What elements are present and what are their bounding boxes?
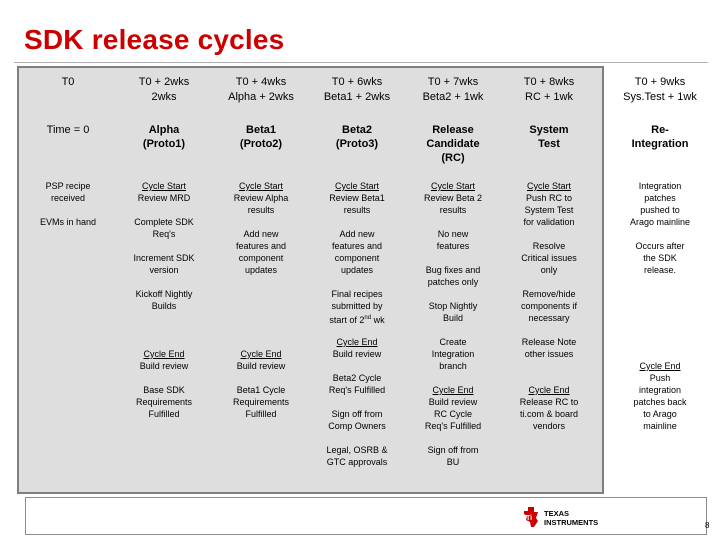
col-header-5: T0 + 8wks RC + 1wk	[523, 76, 575, 103]
page-number: 8	[705, 521, 710, 530]
svg-text:INSTRUMENTS: INSTRUMENTS	[544, 518, 598, 527]
note-kickoff-nightly-builds: Kickoff Nightly Builds	[135, 289, 193, 311]
note-resolve-critical: Resolve Critical issues only	[521, 241, 577, 275]
note-alpha-cycle-start: Cycle Start Review MRD	[137, 181, 191, 203]
note-complete-sdk-reqs: Complete SDK Req's	[134, 217, 194, 239]
note-create-integration-branch: Create Integration branch	[431, 337, 475, 371]
note-no-new-features: No new features	[436, 229, 470, 251]
texas-instruments-logo: Ti TEXAS INSTRUMENTS	[522, 505, 614, 529]
note-signoff-comp-owners: Sign off from Comp Owners	[328, 409, 386, 431]
col-header-0: T0	[61, 76, 75, 88]
note-release-note: Release Note other issues	[521, 337, 577, 359]
ti-logo-icon: Ti TEXAS INSTRUMENTS	[524, 507, 598, 527]
note-rc-cycle-end: Cycle End Build review RC Cycle Req's Fulfi…	[424, 385, 482, 431]
note-rc-cycle-start: Cycle Start Review Beta 2 results	[423, 181, 483, 215]
note-beta1-requirements: Beta1 Cycle Requirements Fulfilled	[232, 385, 290, 419]
schedule-panel	[17, 66, 604, 494]
col-header-2: T0 + 4wks Alpha + 2wks	[228, 76, 294, 103]
phase-label-6: Re- Integration	[631, 124, 689, 150]
phase-label-1: Alpha (Proto1)	[142, 124, 186, 150]
col-header-3: T0 + 6wks Beta1 + 2wks	[323, 76, 391, 103]
note-legal-approvals: Legal, OSRB & GTC approvals	[326, 445, 388, 467]
note-reintegration-cycle-end: Cycle End Push integration patches back to A…	[633, 361, 687, 431]
note-beta2-requirements: Beta2 Cycle Req's Fulfilled	[328, 373, 386, 395]
note-alpha-cycle-end: Cycle End Build review	[139, 349, 189, 371]
note-signoff-bu: Sign off from BU	[427, 445, 479, 467]
phase-label-5: System Test	[529, 124, 569, 150]
title-divider	[14, 62, 708, 63]
note-bug-fixes-only: Bug fixes and patches only	[425, 265, 481, 287]
note-evms-in-hand: EVMs in hand	[39, 217, 97, 227]
note-base-sdk-requirements: Base SDK Requirements Fulfilled	[135, 385, 193, 419]
note-beta1-add-features: Add new features and component updates	[235, 229, 287, 275]
col-header-4: T0 + 7wks Beta2 + 1wk	[422, 76, 484, 103]
note-systest-cycle-end: Cycle End Release RC to ti.com & board vend…	[519, 385, 579, 431]
svg-text:TEXAS: TEXAS	[544, 509, 569, 518]
slide-title: SDK release cycles	[24, 24, 285, 55]
note-systest-cycle-start: Cycle Start Push RC to System Test for vali…	[523, 181, 575, 227]
note-psp-recipe: PSP recipe received	[45, 181, 91, 203]
col-header-1: T0 + 2wks 2wks	[138, 76, 190, 103]
note-occurs-after-release: Occurs after the SDK release.	[635, 241, 685, 275]
note-beta2-cycle-start: Cycle Start Review Beta1 results	[329, 181, 385, 215]
note-stop-nightly-build: Stop Nightly Build	[428, 301, 478, 323]
footer-bar	[25, 497, 707, 535]
svg-text:Ti: Ti	[526, 515, 532, 522]
note-final-recipes: Final recipes submitted by start of 2nd wk	[329, 289, 385, 325]
phase-label-2: Beta1 (Proto2)	[239, 124, 283, 150]
note-beta2-cycle-end: Cycle End Build review	[332, 337, 382, 359]
note-integration-patches: Integration patches pushed to Arago mainlin…	[629, 181, 691, 227]
col-header-6: T0 + 9wks Sys.Test + 1wk	[623, 76, 697, 103]
note-remove-components: Remove/hide components if necessary	[520, 289, 578, 323]
note-beta1-cycle-end: Cycle End Build review	[236, 349, 286, 371]
note-increment-sdk-version: Increment SDK version	[133, 253, 195, 275]
phase-label-4: Release Candidate (RC)	[426, 124, 480, 164]
note-beta1-cycle-start: Cycle Start Review Alpha results	[233, 181, 289, 215]
note-beta2-add-features: Add new features and component updates	[331, 229, 383, 275]
phase-label-0: Time = 0	[46, 124, 90, 136]
phase-label-3: Beta2 (Proto3)	[335, 124, 379, 150]
